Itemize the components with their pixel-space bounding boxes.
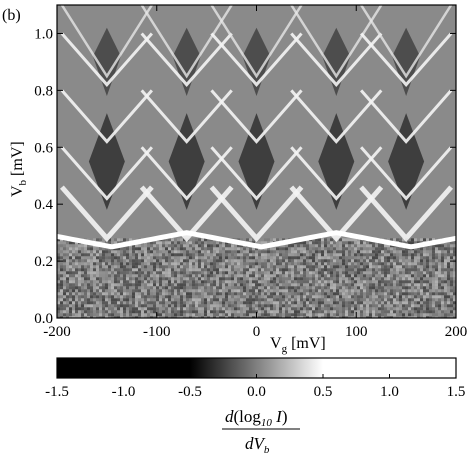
colorbar-label: d(log10 I) dVb: [222, 407, 300, 456]
heatmap-content: [57, 5, 456, 318]
x-tick-label: -100: [143, 324, 171, 340]
y-tick-label: 1.0: [34, 26, 53, 42]
colorbar-tick-label: 1.0: [380, 384, 399, 400]
y-tick-label: 0.6: [34, 140, 53, 156]
y-axis-ticks: 0.0 0.2 0.4 0.6 0.8 1.0: [34, 26, 456, 327]
y-axis-subscript: b: [17, 179, 29, 185]
y-axis-unit: [mV]: [9, 141, 26, 176]
colorbar-tick-label: -1.0: [112, 384, 136, 400]
x-axis-ticks: -200 -100 0 100 200: [43, 5, 467, 340]
x-axis-subscript: g: [282, 343, 288, 355]
y-tick-label: 0.2: [34, 254, 53, 270]
colorbar-tick-label: 1.5: [447, 384, 466, 400]
x-axis-unit: [mV]: [291, 335, 326, 352]
y-axis-symbol: V: [9, 185, 26, 197]
colorbar-tick-label: -1.5: [45, 384, 69, 400]
x-tick-label: 200: [445, 324, 468, 340]
y-tick-label: 0.0: [34, 311, 53, 327]
svg-text:Vb [mV]: Vb [mV]: [9, 141, 29, 197]
y-axis-label: Vb [mV]: [9, 141, 29, 197]
x-tick-label: 0: [253, 324, 261, 340]
colorbar-tick-label: -0.5: [178, 384, 202, 400]
panel-label: (b): [2, 7, 21, 24]
colorbar-gradient: [57, 358, 456, 378]
y-tick-label: 0.8: [34, 83, 53, 99]
colorbar-tick-label: 0.5: [314, 384, 333, 400]
x-tick-label: -200: [43, 324, 71, 340]
colorbar-numerator: d(log10 I): [225, 407, 288, 429]
y-tick-label: 0.4: [34, 197, 53, 213]
x-tick-label: 100: [345, 324, 368, 340]
colorbar-denominator: dVb: [245, 434, 270, 456]
x-axis-symbol: V: [270, 335, 282, 352]
colorbar-tick-label: 0.0: [247, 384, 266, 400]
colorbar-ticks: -1.5 -1.0 -0.5 0.0 0.5 1.0 1.5: [45, 374, 465, 400]
x-axis-label: Vg [mV]: [270, 335, 326, 355]
noise-region: [57, 238, 456, 318]
heatmap-plot-area: [57, 5, 456, 318]
diamond-edges: [57, 5, 456, 250]
